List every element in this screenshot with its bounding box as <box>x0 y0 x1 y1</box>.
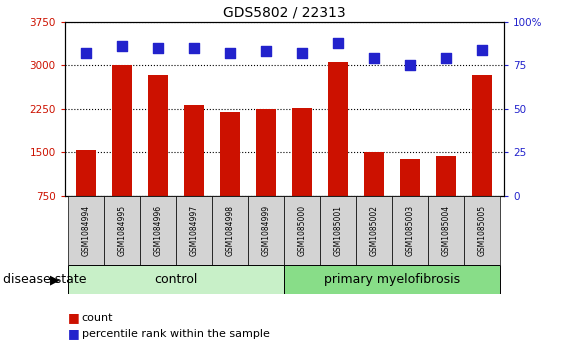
Text: GSM1085004: GSM1085004 <box>442 205 451 256</box>
Bar <box>328 62 348 196</box>
Text: GSM1085002: GSM1085002 <box>370 205 379 256</box>
Bar <box>392 196 428 265</box>
Point <box>118 43 127 49</box>
Bar <box>436 156 456 196</box>
Text: GSM1084998: GSM1084998 <box>226 205 235 256</box>
Point <box>406 62 415 68</box>
Point <box>334 40 343 46</box>
Text: GSM1085000: GSM1085000 <box>298 205 307 256</box>
Bar <box>284 265 501 294</box>
Text: GSM1084996: GSM1084996 <box>154 205 163 256</box>
Bar <box>400 159 420 196</box>
Text: GSM1084997: GSM1084997 <box>190 205 199 256</box>
Bar <box>149 75 168 196</box>
Bar <box>140 196 176 265</box>
Bar <box>212 196 248 265</box>
Bar <box>356 196 392 265</box>
Bar <box>68 265 284 294</box>
Text: disease state: disease state <box>3 273 86 286</box>
Bar <box>256 109 276 196</box>
Point <box>82 50 91 56</box>
Text: GSM1084994: GSM1084994 <box>82 205 91 256</box>
Bar <box>472 75 492 196</box>
Bar <box>464 196 501 265</box>
Bar <box>221 112 240 196</box>
Text: ■: ■ <box>68 327 79 340</box>
Bar <box>68 196 104 265</box>
Text: ▶: ▶ <box>50 273 59 286</box>
Text: ■: ■ <box>68 311 79 324</box>
Text: primary myelofibrosis: primary myelofibrosis <box>324 273 461 286</box>
Text: GSM1085003: GSM1085003 <box>406 205 415 256</box>
Bar <box>185 105 204 196</box>
Point <box>154 45 163 51</box>
Point <box>370 56 379 61</box>
Bar <box>292 108 312 196</box>
Text: control: control <box>155 273 198 286</box>
Bar <box>113 65 132 196</box>
Title: GDS5802 / 22313: GDS5802 / 22313 <box>223 5 346 19</box>
Point <box>190 45 199 51</box>
Text: GSM1085001: GSM1085001 <box>334 205 343 256</box>
Point <box>262 49 271 54</box>
Bar <box>364 152 384 196</box>
Bar <box>77 150 96 196</box>
Bar <box>104 196 140 265</box>
Text: count: count <box>82 313 113 323</box>
Point <box>226 50 235 56</box>
Text: GSM1084999: GSM1084999 <box>262 205 271 256</box>
Text: GSM1085005: GSM1085005 <box>478 205 487 256</box>
Bar <box>248 196 284 265</box>
Point <box>298 50 307 56</box>
Point <box>442 56 451 61</box>
Bar <box>320 196 356 265</box>
Bar <box>428 196 464 265</box>
Text: percentile rank within the sample: percentile rank within the sample <box>82 329 270 339</box>
Bar <box>176 196 212 265</box>
Bar <box>284 196 320 265</box>
Text: GSM1084995: GSM1084995 <box>118 205 127 256</box>
Point <box>478 47 487 53</box>
